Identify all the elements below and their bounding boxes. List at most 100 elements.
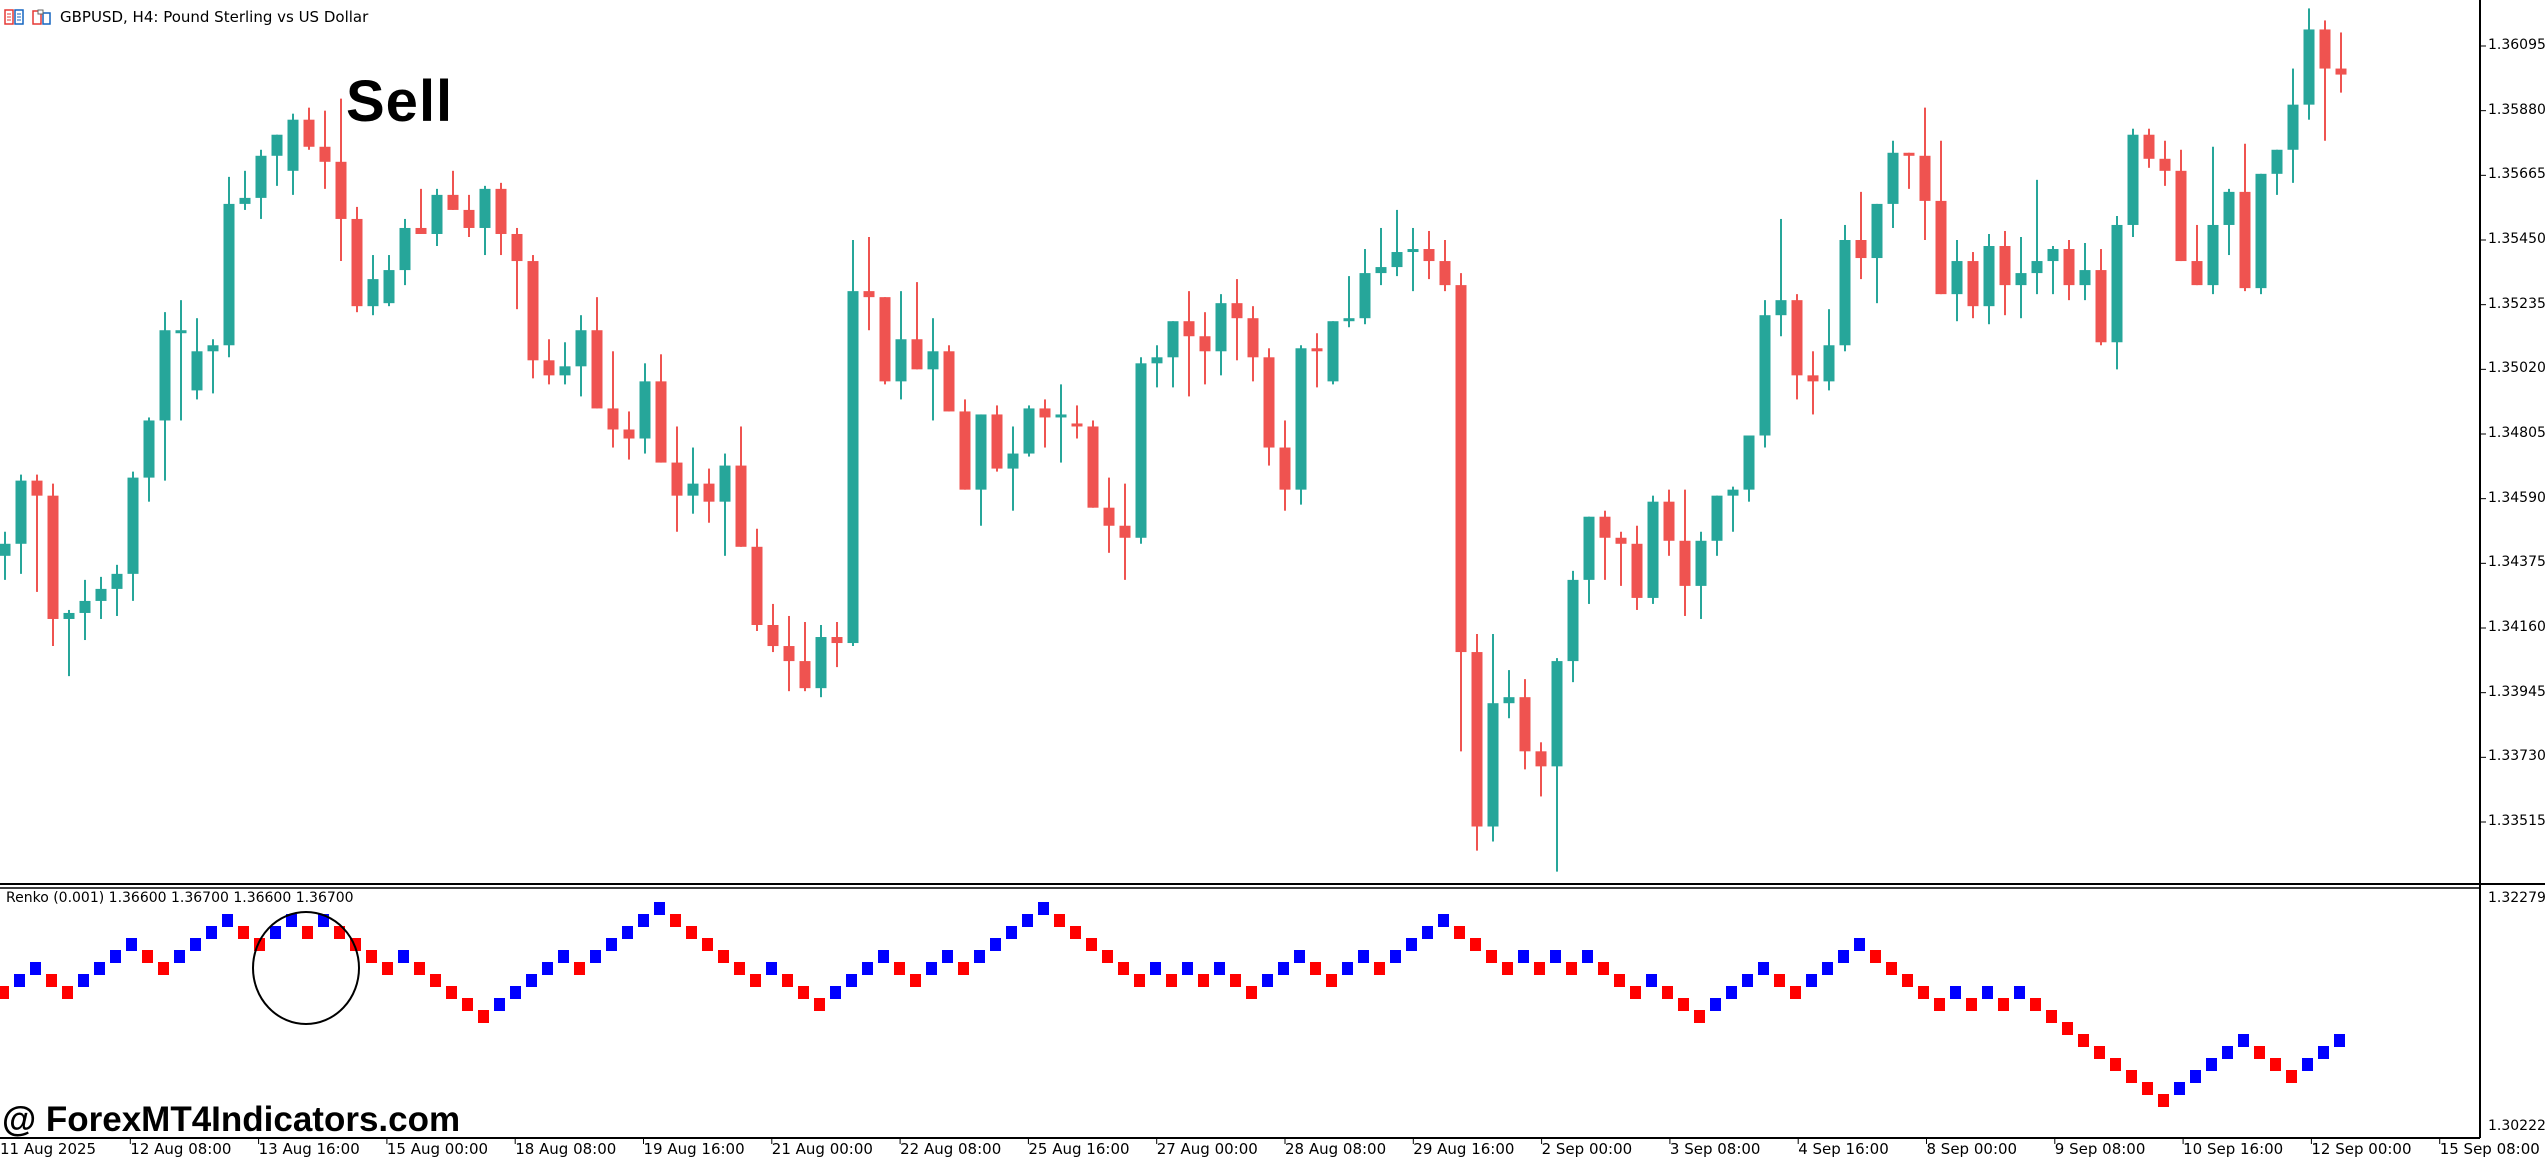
price-tick-label: 1.33730 bbox=[2488, 748, 2545, 765]
candle bbox=[1087, 426, 1099, 508]
renko-up-block bbox=[1038, 902, 1049, 915]
candle bbox=[191, 351, 203, 391]
renko-down-block bbox=[1198, 974, 1209, 987]
candle bbox=[383, 270, 395, 304]
renko-up-block bbox=[1550, 950, 1561, 963]
candle bbox=[223, 203, 235, 346]
chart-list-icon[interactable] bbox=[4, 9, 24, 25]
renko-up-block bbox=[542, 962, 553, 975]
candle bbox=[1711, 495, 1723, 541]
chart-window-icon[interactable] bbox=[32, 9, 52, 25]
candle bbox=[351, 218, 363, 307]
candle bbox=[2223, 191, 2235, 225]
candle bbox=[0, 543, 11, 556]
candle bbox=[2175, 170, 2187, 262]
candle bbox=[287, 119, 299, 171]
sell-signal-label: Sell bbox=[346, 69, 454, 134]
candle bbox=[1343, 318, 1355, 322]
candle bbox=[687, 483, 699, 496]
renko-up-block bbox=[1950, 986, 1961, 999]
candle bbox=[991, 414, 1003, 469]
candle bbox=[1439, 261, 1451, 286]
candle bbox=[2335, 68, 2347, 75]
candle bbox=[1183, 321, 1195, 337]
candle bbox=[959, 411, 971, 490]
candle bbox=[1871, 203, 1883, 259]
candle bbox=[239, 197, 251, 204]
candle bbox=[207, 345, 219, 352]
renko-up-block bbox=[1726, 986, 1737, 999]
renko-up-block bbox=[1342, 962, 1353, 975]
time-tick-label: 28 Aug 08:00 bbox=[1285, 1140, 1387, 1158]
candle bbox=[2031, 261, 2043, 274]
renko-down-block bbox=[670, 914, 681, 927]
renko-down-block bbox=[1662, 986, 1673, 999]
renko-up-block bbox=[2206, 1058, 2217, 1071]
renko-down-block bbox=[2142, 1082, 2153, 1095]
renko-up-block bbox=[654, 902, 665, 915]
time-tick-label: 13 Aug 16:00 bbox=[258, 1140, 360, 1158]
time-tick-label: 21 Aug 00:00 bbox=[771, 1140, 873, 1158]
renko-up-block bbox=[974, 950, 985, 963]
renko-down-block bbox=[2078, 1034, 2089, 1047]
renko-up-block bbox=[1150, 962, 1161, 975]
candle bbox=[1487, 703, 1499, 827]
renko-down-block bbox=[1326, 974, 1337, 987]
renko-up-block bbox=[318, 914, 329, 927]
renko-up-block bbox=[1294, 950, 1305, 963]
candle bbox=[2287, 104, 2299, 150]
candle bbox=[1023, 408, 1035, 454]
renko-down-block bbox=[1054, 914, 1065, 927]
candle bbox=[671, 462, 683, 496]
candle bbox=[111, 573, 123, 589]
candle bbox=[639, 381, 651, 439]
candle bbox=[2239, 191, 2251, 289]
renko-up-block bbox=[2174, 1082, 2185, 1095]
renko-up-block bbox=[878, 950, 889, 963]
candle bbox=[1055, 414, 1067, 418]
renko-down-block bbox=[382, 962, 393, 975]
renko-up-block bbox=[190, 938, 201, 951]
candle bbox=[2095, 270, 2107, 343]
candle bbox=[1839, 240, 1851, 346]
candle bbox=[655, 381, 667, 463]
price-tick-label: 1.33945 bbox=[2488, 683, 2545, 700]
candle bbox=[1071, 423, 1083, 427]
candle bbox=[1631, 543, 1643, 598]
renko-down-block bbox=[2062, 1022, 2073, 1035]
renko-up-block bbox=[270, 926, 281, 939]
renko-down-block bbox=[1470, 938, 1481, 951]
candle bbox=[1823, 345, 1835, 382]
candle bbox=[1263, 357, 1275, 448]
candle bbox=[63, 612, 75, 619]
candle bbox=[943, 351, 955, 412]
time-tick-label: 12 Sep 00:00 bbox=[2311, 1140, 2412, 1158]
renko-down-block bbox=[1166, 974, 1177, 987]
time-tick-label: 3 Sep 08:00 bbox=[1669, 1140, 1761, 1158]
indicator-scale-bottom: 1.30222 bbox=[2488, 1118, 2545, 1134]
candle bbox=[719, 465, 731, 502]
renko-down-block bbox=[350, 938, 361, 951]
candle bbox=[415, 227, 427, 234]
renko-up-block bbox=[830, 986, 841, 999]
time-tick-label: 25 Aug 16:00 bbox=[1028, 1140, 1130, 1158]
candle bbox=[2127, 134, 2139, 225]
candle bbox=[1759, 315, 1771, 436]
renko-up-block bbox=[1422, 926, 1433, 939]
renko-down-block bbox=[1630, 986, 1641, 999]
candle bbox=[863, 291, 875, 298]
renko-down-block bbox=[1790, 986, 1801, 999]
renko-up-block bbox=[494, 998, 505, 1011]
time-tick-label: 12 Aug 08:00 bbox=[130, 1140, 232, 1158]
renko-up-block bbox=[2190, 1070, 2201, 1083]
candle bbox=[47, 495, 59, 619]
renko-up-block bbox=[1742, 974, 1753, 987]
candle bbox=[399, 227, 411, 271]
renko-up-block bbox=[2334, 1034, 2345, 1047]
renko-down-block bbox=[1886, 962, 1897, 975]
renko-up-block bbox=[1406, 938, 1417, 951]
renko-up-block bbox=[558, 950, 569, 963]
renko-down-block bbox=[1774, 974, 1785, 987]
